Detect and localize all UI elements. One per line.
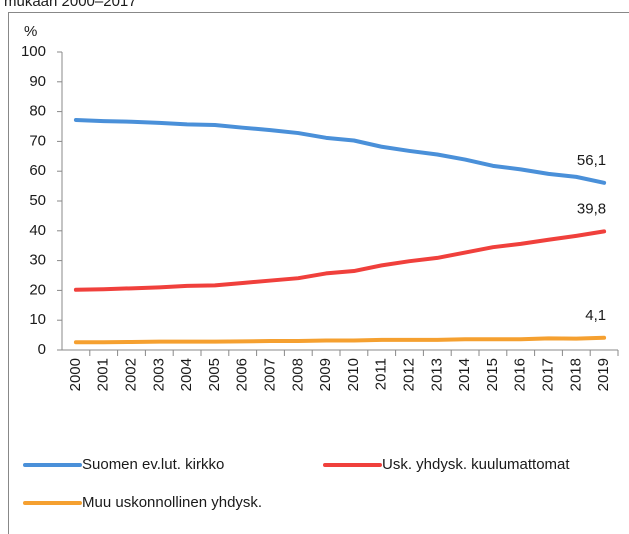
y-tick-label: 30 <box>29 252 46 269</box>
x-tick-label: 2014 <box>456 358 473 391</box>
data-label: 39,8 <box>577 200 606 217</box>
x-tick-label: 2003 <box>150 358 167 391</box>
y-tick-label: 10 <box>29 311 46 328</box>
y-tick-label: 100 <box>21 43 46 60</box>
x-tick-label: 2011 <box>373 358 390 390</box>
x-tick-label: 2000 <box>67 358 84 391</box>
y-tick-label: 60 <box>29 162 46 179</box>
x-tick-label: 2012 <box>400 358 417 391</box>
y-tick-label: 20 <box>29 281 46 298</box>
x-tick-label: 2005 <box>206 358 223 391</box>
x-tick-label: 2013 <box>428 358 445 391</box>
chart-title: mukaan 2000–2017 <box>4 0 137 10</box>
legend-label: Suomen ev.lut. kirkko <box>82 456 224 473</box>
y-tick-label: 70 <box>29 132 46 149</box>
data-label: 4,1 <box>585 307 606 324</box>
y-tick-label: 90 <box>29 73 46 90</box>
x-tick-label: 2010 <box>345 358 362 391</box>
y-tick-label: 0 <box>38 341 46 358</box>
y-tick-label: 50 <box>29 192 46 209</box>
line-series <box>73 335 607 345</box>
y-axis-label: % <box>24 23 37 40</box>
x-tick-label: 2001 <box>95 358 112 391</box>
data-label: 56,1 <box>577 152 606 169</box>
y-tick-label: 80 <box>29 103 46 120</box>
line-series <box>73 229 607 292</box>
x-tick-label: 2017 <box>539 358 556 391</box>
x-tick-label: 2016 <box>512 358 529 391</box>
x-tick-label: 2009 <box>317 358 334 391</box>
x-tick-label: 2015 <box>484 358 501 391</box>
y-tick-label: 40 <box>29 222 46 239</box>
x-tick-label: 2019 <box>595 358 612 391</box>
chart-frame <box>8 12 629 534</box>
x-tick-label: 2007 <box>261 358 278 391</box>
x-tick-label: 2008 <box>289 358 306 391</box>
x-tick-label: 2002 <box>122 358 139 391</box>
line-series <box>73 117 607 185</box>
x-tick-label: 2006 <box>234 358 251 391</box>
legend-label: Muu uskonnollinen yhdysk. <box>82 494 262 511</box>
x-tick-label: 2018 <box>567 358 584 391</box>
legend-label: Usk. yhdysk. kuulumattomat <box>382 456 570 473</box>
x-tick-label: 2004 <box>178 358 195 391</box>
